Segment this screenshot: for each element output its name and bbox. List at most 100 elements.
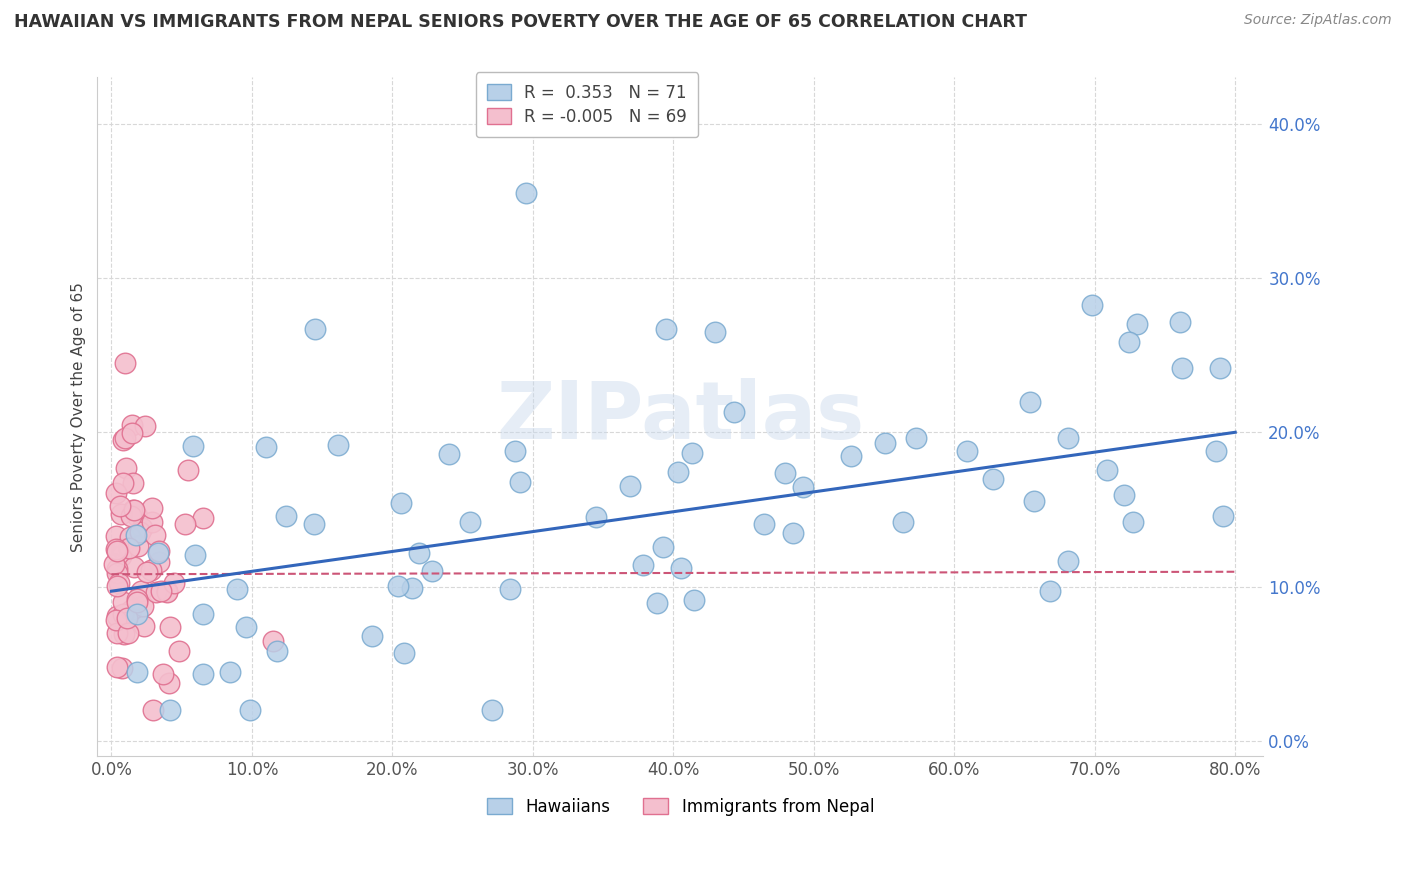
Point [499, 582, 522, 596]
Legend: Hawaiians, Immigrants from Nepal: Hawaiians, Immigrants from Nepal [479, 791, 880, 822]
Y-axis label: Seniors Poverty Over the Age of 65: Seniors Poverty Over the Age of 65 [72, 282, 86, 552]
Point [1171, 361, 1194, 376]
Point [1205, 444, 1227, 458]
Point [401, 581, 423, 595]
Point [145, 585, 167, 599]
Point [1022, 494, 1045, 508]
Point [152, 667, 174, 681]
Point [328, 438, 350, 452]
Text: ZIPatlas: ZIPatlas [496, 378, 865, 456]
Point [226, 582, 249, 596]
Point [905, 432, 928, 446]
Point [191, 607, 214, 621]
Point [235, 620, 257, 634]
Point [157, 675, 180, 690]
Point [1112, 488, 1135, 502]
Point [149, 583, 172, 598]
Point [408, 546, 430, 560]
Point [262, 633, 284, 648]
Point [127, 539, 149, 553]
Point [105, 579, 128, 593]
Point [1168, 315, 1191, 329]
Point [254, 440, 277, 454]
Point [184, 549, 207, 563]
Point [148, 555, 170, 569]
Point [118, 541, 141, 555]
Text: HAWAIIAN VS IMMIGRANTS FROM NEPAL SENIORS POVERTY OVER THE AGE OF 65 CORRELATION: HAWAIIAN VS IMMIGRANTS FROM NEPAL SENIOR… [14, 13, 1026, 31]
Point [266, 644, 288, 658]
Point [1212, 508, 1234, 523]
Point [304, 322, 326, 336]
Point [219, 665, 242, 680]
Point [481, 703, 503, 717]
Point [669, 561, 692, 575]
Point [167, 644, 190, 658]
Point [655, 322, 678, 336]
Point [1208, 360, 1230, 375]
Point [105, 529, 128, 543]
Point [134, 618, 156, 632]
Point [148, 546, 170, 560]
Point [775, 466, 797, 480]
Point [392, 647, 415, 661]
Point [111, 607, 134, 622]
Point [505, 443, 527, 458]
Point [112, 594, 135, 608]
Point [302, 516, 325, 531]
Point [105, 660, 128, 674]
Point [159, 619, 181, 633]
Point [704, 325, 727, 339]
Point [631, 558, 654, 573]
Point [148, 544, 170, 558]
Text: Source: ZipAtlas.com: Source: ZipAtlas.com [1244, 13, 1392, 28]
Point [873, 436, 896, 450]
Point [792, 480, 814, 494]
Point [509, 475, 531, 489]
Point [1018, 395, 1040, 409]
Point [683, 593, 706, 607]
Point [782, 525, 804, 540]
Point [420, 565, 443, 579]
Point [156, 584, 179, 599]
Point [139, 563, 162, 577]
Point [131, 520, 153, 534]
Point [141, 515, 163, 529]
Point [723, 405, 745, 419]
Point [120, 603, 142, 617]
Point [121, 417, 143, 432]
Point [437, 447, 460, 461]
Point [981, 472, 1004, 486]
Point [681, 446, 703, 460]
Point [108, 575, 131, 590]
Point [110, 507, 132, 521]
Point [125, 508, 148, 523]
Point [891, 515, 914, 529]
Point [752, 516, 775, 531]
Point [127, 607, 149, 621]
Point [122, 560, 145, 574]
Point [276, 508, 298, 523]
Point [131, 599, 153, 614]
Point [515, 186, 537, 201]
Point [120, 530, 142, 544]
Point [361, 629, 384, 643]
Point [177, 463, 200, 477]
Point [111, 433, 134, 447]
Point [142, 703, 165, 717]
Point [105, 544, 128, 558]
Point [110, 661, 132, 675]
Point [955, 443, 977, 458]
Point [122, 503, 145, 517]
Point [105, 608, 128, 623]
Point [156, 584, 179, 599]
Point [1039, 584, 1062, 599]
Point [125, 665, 148, 680]
Point [134, 418, 156, 433]
Point [666, 465, 689, 479]
Point [110, 549, 132, 563]
Point [1057, 431, 1080, 445]
Point [121, 426, 143, 441]
Point [105, 566, 128, 580]
Point [1122, 515, 1144, 529]
Point [141, 501, 163, 516]
